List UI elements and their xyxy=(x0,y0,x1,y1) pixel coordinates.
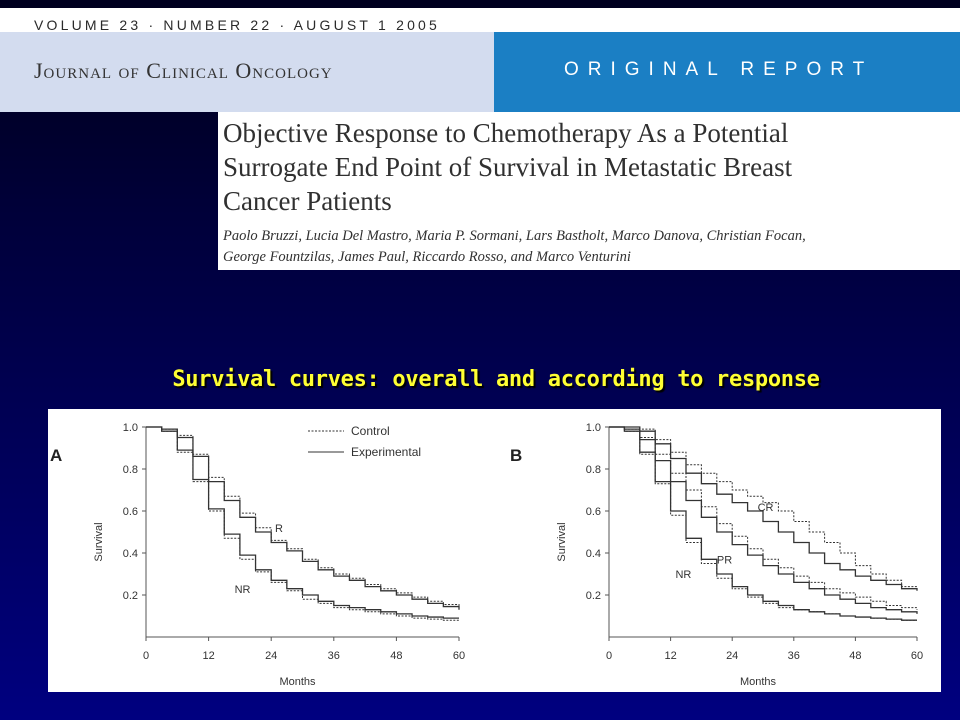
report-type-label: ORIGINAL REPORT xyxy=(564,59,874,80)
x-tick-label: 12 xyxy=(664,650,676,662)
curve-label: CR xyxy=(758,502,774,514)
x-tick-label: 24 xyxy=(265,650,277,662)
survival-curve-pr-experimental xyxy=(609,426,918,614)
x-tick-label: 48 xyxy=(390,650,402,662)
y-tick-label: 0.8 xyxy=(586,464,601,476)
y-tick-label: 1.0 xyxy=(123,422,138,434)
survival-curve-nr-experimental xyxy=(609,426,917,621)
x-tick-label: 0 xyxy=(606,650,612,662)
curve-label: R xyxy=(275,523,283,535)
survival-figure: A 0.2 0.4 0.6 0.8 1.0 0 12 24 36 48 60 Months Surviva… xyxy=(48,409,941,692)
x-tick-label: 0 xyxy=(143,650,149,662)
survival-curve-r-experimental xyxy=(146,426,460,610)
x-tick-label: 24 xyxy=(726,650,738,662)
x-tick-label: 36 xyxy=(788,650,800,662)
legend-label: Experimental xyxy=(351,445,421,459)
article-title-line: Surrogate End Point of Survival in Metas… xyxy=(223,152,793,182)
y-tick-label: 1.0 xyxy=(586,422,601,434)
article-header: Objective Response to Chemotherapy As a … xyxy=(218,112,960,270)
curve-label: NR xyxy=(675,569,691,581)
y-tick-label: 0.6 xyxy=(586,506,601,518)
survival-charts-svg: A 0.2 0.4 0.6 0.8 1.0 0 12 24 36 48 60 Months Surviva… xyxy=(50,422,923,688)
x-tick-label: 60 xyxy=(911,650,923,662)
report-type-box: ORIGINAL REPORT xyxy=(494,32,960,112)
x-tick-label: 36 xyxy=(328,650,340,662)
x-tick-label: 12 xyxy=(202,650,214,662)
article-authors: Paolo Bruzzi, Lucia Del Mastro, Maria P.… xyxy=(223,226,953,268)
curve-label: NR xyxy=(235,584,251,596)
journal-name-box: Journal of Clinical Oncology xyxy=(0,32,494,112)
journal-name: Journal of Clinical Oncology xyxy=(34,58,333,83)
article-title-line: Cancer Patients xyxy=(223,186,392,216)
y-tick-label: 0.2 xyxy=(586,590,601,602)
y-axis-label: Survival xyxy=(556,522,568,561)
x-tick-label: 60 xyxy=(453,650,465,662)
panel-label: B xyxy=(510,446,522,465)
y-tick-label: 0.4 xyxy=(123,548,138,560)
y-tick-label: 0.4 xyxy=(586,548,601,560)
x-axis-label: Months xyxy=(740,676,777,688)
article-title: Objective Response to Chemotherapy As a … xyxy=(223,116,953,218)
author-line: George Fountzilas, James Paul, Riccardo … xyxy=(223,249,631,265)
panel-label: A xyxy=(50,446,62,465)
volume-strip: VOLUME 23 · NUMBER 22 · AUGUST 1 2005 xyxy=(0,0,960,33)
survival-curve-nr-experimental xyxy=(146,426,459,619)
slide-heading: Survival curves: overall and according t… xyxy=(172,367,820,392)
y-tick-label: 0.6 xyxy=(123,506,138,518)
survival-curve-nr-control xyxy=(146,426,460,622)
journal-header: VOLUME 23 · NUMBER 22 · AUGUST 1 2005 Jo… xyxy=(0,0,960,112)
y-tick-label: 0.2 xyxy=(123,590,138,602)
volume-line: VOLUME 23 · NUMBER 22 · AUGUST 1 2005 xyxy=(34,17,441,33)
author-line: Paolo Bruzzi, Lucia Del Mastro, Maria P.… xyxy=(223,228,806,244)
article-title-line: Objective Response to Chemotherapy As a … xyxy=(223,118,789,148)
y-axis-label: Survival xyxy=(93,522,105,561)
y-tick-label: 0.8 xyxy=(123,464,138,476)
legend-label: Control xyxy=(351,424,390,438)
x-tick-label: 48 xyxy=(849,650,861,662)
x-axis-label: Months xyxy=(279,676,316,688)
survival-curve-cr-experimental xyxy=(609,426,918,591)
curve-label: PR xyxy=(717,555,732,567)
